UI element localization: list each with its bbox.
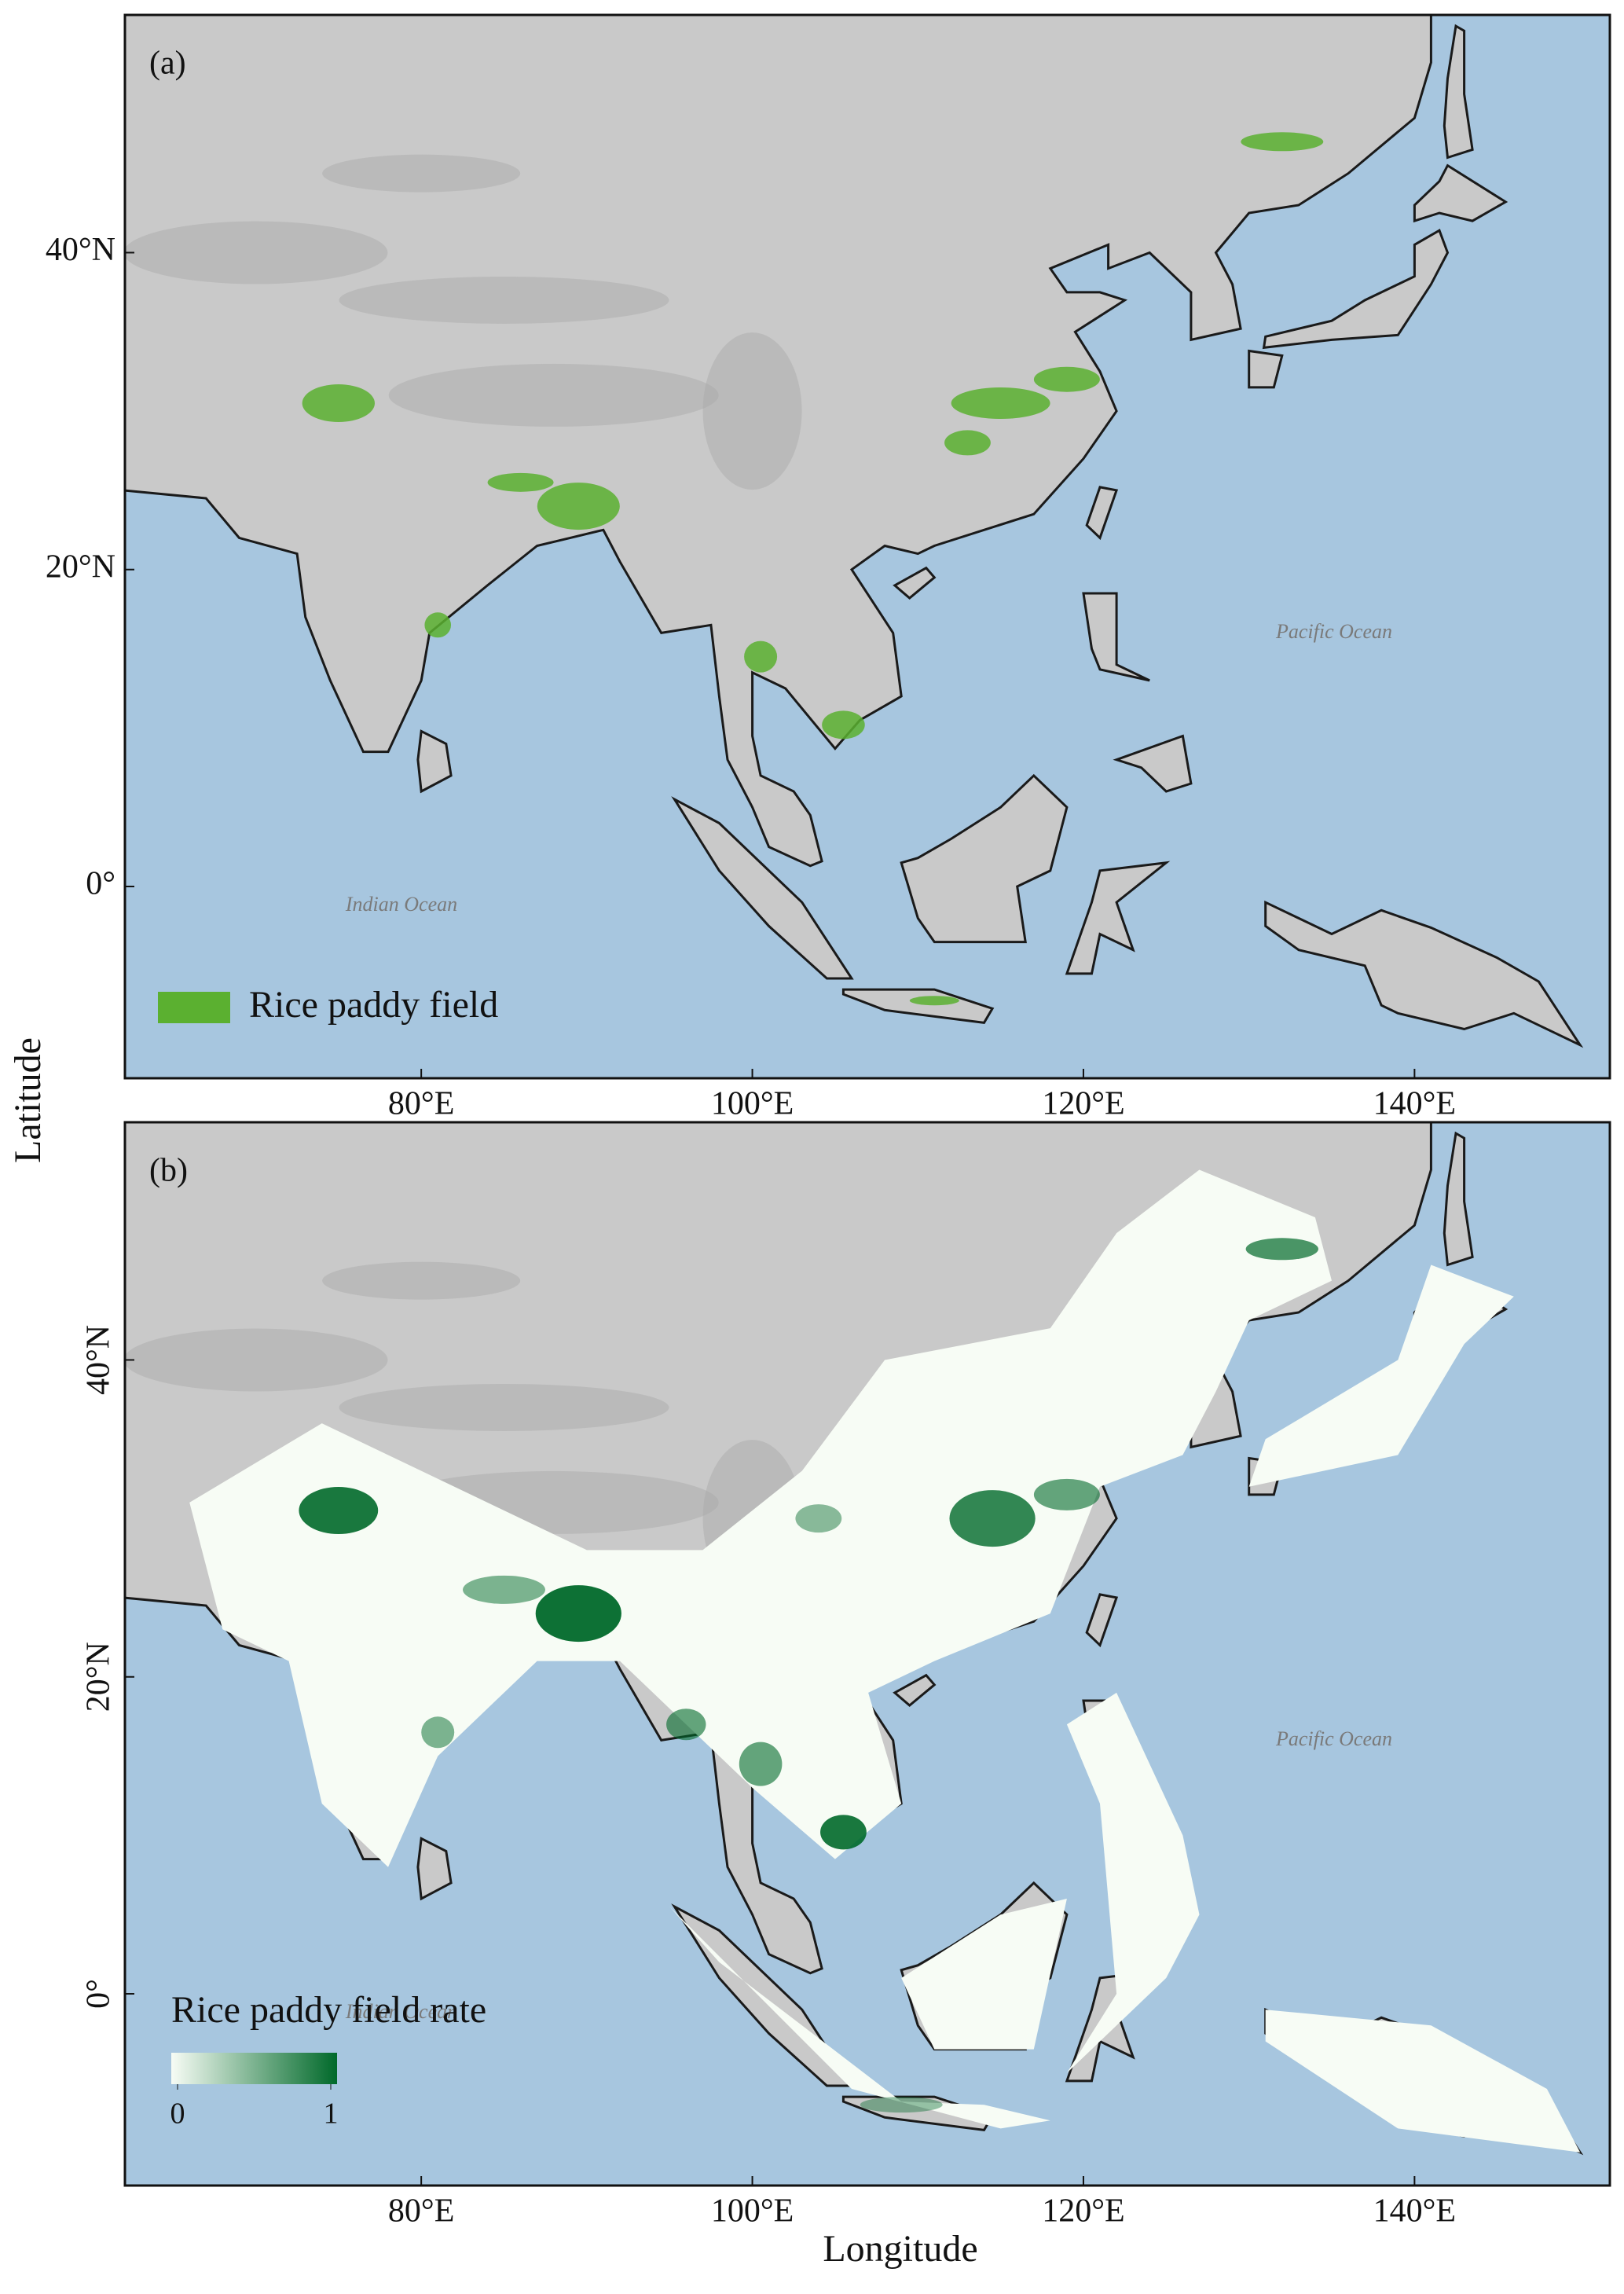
rate-patch (739, 1742, 783, 1786)
land (1443, 24, 1474, 160)
land (1065, 861, 1171, 975)
relief (339, 1383, 669, 1431)
rice-patch (909, 996, 959, 1006)
land (416, 729, 453, 794)
rate-patch (1033, 1478, 1100, 1510)
ocean-label: Indian Ocean (345, 2000, 457, 2023)
rate-cells (189, 1169, 1333, 1867)
rice-patch (424, 612, 452, 638)
y-tick-label: 0° (81, 1979, 117, 2009)
frame (123, 1121, 1611, 2187)
rate-patch (421, 1716, 455, 1749)
land (1264, 900, 1584, 1048)
rate-patch (463, 1575, 546, 1604)
relief (702, 332, 802, 490)
y-tick-label: 40°N (81, 1325, 117, 1395)
rate-cells (1066, 1692, 1200, 2073)
relief (125, 221, 388, 284)
rate-cells (1248, 1264, 1514, 1487)
land (1113, 734, 1193, 793)
rate-patch (1245, 1238, 1319, 1261)
land (1085, 1593, 1119, 1648)
colorbar (171, 2053, 337, 2084)
land (1413, 163, 1509, 223)
rice-patch (302, 384, 376, 423)
y-tick-label: 40°N (46, 232, 115, 268)
relief (322, 154, 521, 193)
colorbar-tick-label: 0 (170, 2098, 185, 2131)
rate-cells (1265, 2010, 1581, 2153)
land (841, 988, 995, 1025)
panel-label: (a) (149, 46, 186, 82)
rice-patch (537, 483, 620, 530)
x-tick-label: 120°E (1042, 2193, 1124, 2230)
rate-cells (901, 1899, 1067, 2050)
x-axis-label: Longitude (823, 2228, 977, 2270)
land (893, 1673, 937, 1707)
rate-patch (820, 1815, 867, 1850)
land (1443, 1131, 1474, 1267)
rice-patch (1241, 132, 1324, 152)
x-tick-label: 80°E (388, 1086, 454, 1122)
rice-patch (822, 710, 865, 740)
map-panel (125, 1122, 1610, 2186)
rate-patch (666, 1709, 706, 1741)
rice-patch (487, 472, 554, 492)
rate-patch (535, 1585, 621, 1643)
rate-cells (669, 1907, 1050, 2129)
relief (388, 363, 719, 427)
land (1248, 349, 1284, 389)
x-tick-label: 100°E (711, 1086, 794, 1122)
land (1085, 486, 1119, 541)
x-tick-label: 140°E (1373, 1086, 1456, 1122)
rate-patch (949, 1490, 1036, 1547)
land (416, 1837, 453, 1901)
y-tick-label: 0° (86, 866, 115, 902)
rate-patch (860, 2097, 943, 2113)
land (1082, 592, 1150, 682)
panel-label: (b) (149, 1153, 188, 1189)
relief (125, 1328, 388, 1392)
map-panel (125, 15, 1610, 1078)
legend-label: Rice paddy field rate (171, 1989, 486, 2031)
rice-patch (1033, 366, 1100, 392)
land (893, 566, 937, 600)
ocean-label: Pacific Ocean (1275, 1727, 1392, 1750)
x-tick-label: 80°E (388, 2193, 454, 2230)
land (671, 796, 854, 980)
frame (123, 13, 1611, 1080)
ocean-label: Pacific Ocean (1275, 620, 1392, 643)
x-tick-label: 120°E (1042, 1086, 1124, 1122)
y-tick-label: 20°N (46, 549, 115, 585)
ocean-label: Indian Ocean (345, 893, 457, 916)
y-tick-label: 20°N (81, 1642, 117, 1712)
relief (322, 1261, 521, 1300)
x-tick-label: 140°E (1373, 2193, 1456, 2230)
relief (339, 276, 669, 324)
legend-swatch (158, 992, 230, 1023)
land (1262, 229, 1450, 350)
rate-patch (795, 1504, 842, 1533)
rice-patch (744, 640, 778, 673)
x-tick-label: 100°E (711, 2193, 794, 2230)
rice-patch (944, 430, 991, 456)
rate-patch (299, 1487, 379, 1535)
rice-patch (951, 387, 1050, 420)
colorbar-tick-label: 1 (324, 2098, 339, 2131)
land (900, 773, 1069, 944)
y-axis-label: Latitude (7, 1037, 49, 1163)
legend-label: Rice paddy field (249, 984, 498, 1026)
